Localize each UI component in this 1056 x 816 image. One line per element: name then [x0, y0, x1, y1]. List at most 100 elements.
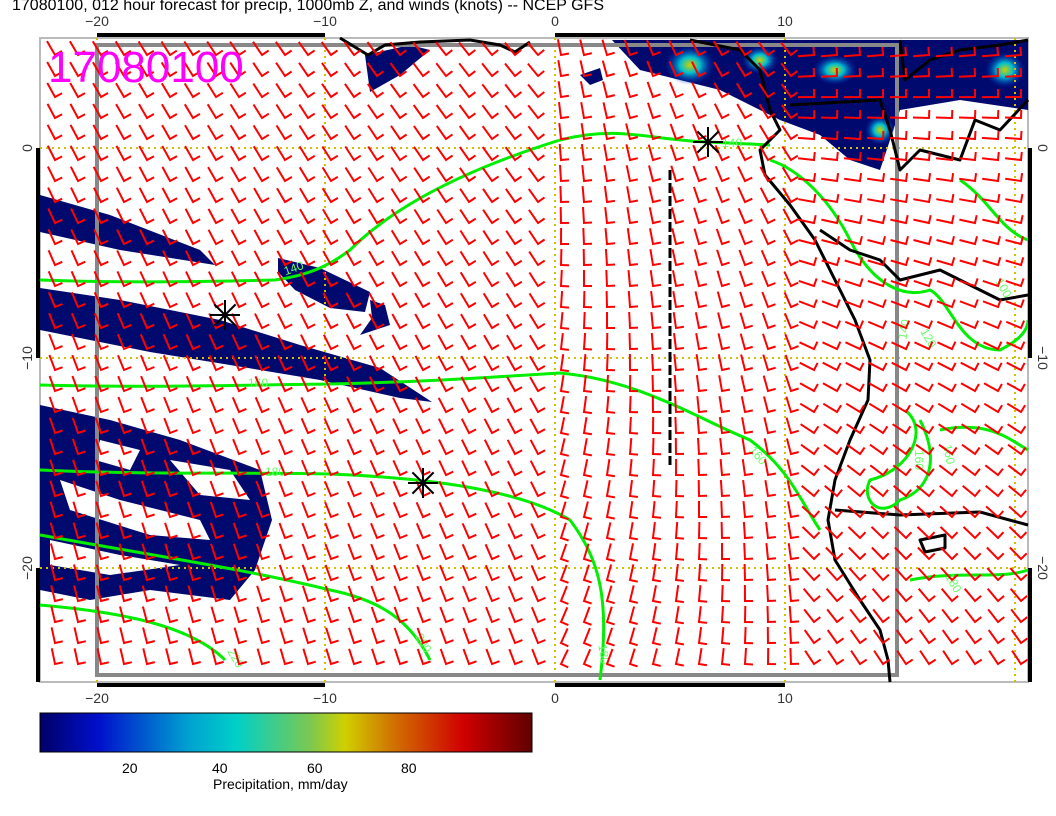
wind-barb: [940, 546, 959, 561]
wind-barb: [142, 627, 156, 645]
wind-barb: [940, 588, 959, 603]
wind-barb: [982, 214, 1001, 225]
wind-barb: [797, 89, 815, 99]
wind-barb: [299, 271, 316, 288]
wind-barb: [93, 312, 109, 330]
wind-barb: [94, 333, 109, 351]
wind-barb: [697, 458, 708, 477]
wind-barb: [279, 648, 293, 666]
wind-barb: [867, 193, 886, 204]
wind-barb: [758, 62, 776, 78]
wind-barb: [674, 543, 685, 561]
wind-barb: [628, 458, 639, 477]
wind-barb: [798, 320, 819, 330]
wind-barb: [743, 605, 754, 624]
wind-barb: [344, 208, 362, 225]
wind-barb: [937, 382, 957, 393]
wind-barb: [559, 185, 570, 204]
wind-barb: [370, 543, 385, 561]
wind-barb: [48, 375, 63, 393]
wind-barb: [651, 374, 662, 393]
wind-barb: [370, 564, 385, 582]
wind-barb: [582, 248, 593, 267]
wind-barb: [209, 522, 224, 540]
wind-barb: [321, 83, 339, 99]
wind-barb: [782, 187, 799, 204]
wind-barb: [825, 546, 844, 561]
wind-barb: [844, 214, 863, 225]
wind-barb: [46, 124, 63, 141]
wind-barb: [484, 502, 500, 519]
wind-barb: [602, 102, 616, 120]
wind-barb: [229, 41, 247, 57]
wind-barb: [233, 564, 247, 582]
wind-barb: [161, 166, 178, 183]
wind-barb: [738, 249, 753, 267]
wind-barb: [628, 374, 639, 393]
wind-barb: [93, 187, 109, 204]
wind-barb: [484, 460, 500, 477]
wind-barb: [718, 396, 731, 414]
wind-barb: [959, 172, 978, 183]
wind-barb: [346, 480, 362, 498]
wind-barb: [959, 278, 979, 288]
wind-barb: [918, 608, 936, 624]
wind-barb: [628, 543, 639, 562]
wind-barb: [718, 416, 731, 435]
wind-barb: [889, 130, 908, 141]
wind-barb: [737, 166, 753, 183]
wind-barb: [1008, 505, 1028, 519]
wind-barb: [868, 382, 888, 393]
wind-barb: [115, 187, 132, 204]
wind-barb: [117, 417, 132, 435]
wind-barb: [392, 459, 408, 477]
wind-barb: [763, 417, 777, 435]
wind-barb: [866, 89, 884, 99]
colorbar-tick: 60: [307, 760, 323, 776]
wind-barb: [484, 585, 500, 603]
wind-barb: [322, 292, 339, 309]
wind-barb: [765, 542, 777, 561]
wind-barb: [141, 585, 155, 603]
wind-barb: [391, 355, 408, 372]
wind-barb: [674, 395, 685, 414]
wind-barb: [696, 395, 708, 414]
wind-barb: [230, 145, 247, 162]
wind-barb: [437, 376, 454, 393]
wind-barb: [458, 146, 477, 162]
wind-barb: [984, 464, 1004, 477]
wind-barb: [230, 250, 247, 267]
wind-barb: [936, 320, 957, 330]
wind-barb: [892, 423, 912, 435]
wind-barb: [436, 250, 454, 267]
lon-tick-label: 10: [777, 13, 793, 29]
wind-barb: [368, 292, 385, 309]
wind-barb: [982, 257, 1002, 267]
wind-barb: [138, 103, 155, 120]
wind-barb: [822, 341, 842, 351]
wind-barb: [961, 443, 981, 456]
wind-barb: [759, 187, 776, 204]
wind-barb: [763, 438, 777, 456]
wind-barb: [50, 648, 64, 666]
wind-barb: [322, 250, 339, 267]
wind-barb: [138, 124, 155, 141]
wind-barb: [913, 299, 933, 309]
wind-barb: [324, 606, 339, 624]
wind-barb: [506, 439, 523, 456]
wind-barb: [210, 543, 224, 561]
figure-title: 17080100, 012 hour forecast for precip, …: [12, 0, 604, 14]
wind-barb: [275, 83, 293, 99]
wind-barb: [1006, 382, 1026, 393]
wind-barb: [605, 627, 615, 647]
wind-barb: [866, 46, 885, 58]
wind-barb: [231, 292, 247, 309]
wind-barb: [889, 46, 908, 58]
wind-barb: [164, 564, 178, 582]
wind-barb: [845, 382, 865, 393]
wind-barb: [582, 501, 593, 520]
wind-barb: [323, 417, 339, 435]
wind-barb: [985, 526, 1005, 540]
wind-barb: [913, 236, 932, 246]
wind-barb: [758, 103, 776, 120]
